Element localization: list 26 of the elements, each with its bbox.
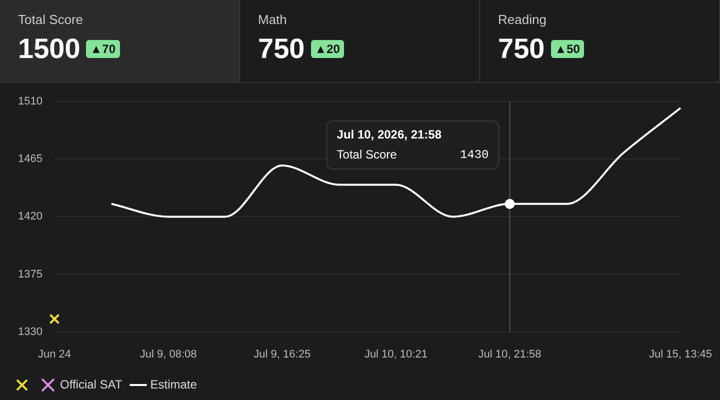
category-label: Total Score	[18, 12, 84, 27]
text: ▲20	[310, 40, 344, 58]
text: ▲50	[550, 40, 584, 58]
y-tick-label: 1465	[18, 153, 42, 166]
annotation: Jul 10, 2026, 21:58	[336, 127, 442, 142]
data-label: 750	[498, 33, 545, 65]
y-tick-label: 1375	[18, 268, 42, 280]
legend-label: Official SAT	[60, 377, 123, 392]
x-tick-label: Jul 10, 10:21	[364, 348, 428, 360]
data-label: 750	[258, 33, 305, 65]
annotation: 1430	[460, 148, 489, 162]
line-series	[110, 106, 682, 218]
x-tick-label: Jul 10, 21:58	[478, 348, 542, 360]
y-tick-label: 1330	[18, 326, 42, 338]
x-tick-label: Jul 9, 16:25	[254, 348, 311, 360]
annotation: Total Score	[336, 147, 398, 162]
data-label: 1500	[18, 33, 80, 65]
legend-label: Estimate	[150, 377, 198, 392]
y-tick-label: 1420	[18, 210, 42, 223]
text: ▲70	[86, 40, 120, 58]
y-tick-label: 1510	[18, 96, 42, 108]
x-tick-label: Jul 9, 08:08	[140, 348, 197, 360]
x-tick-label: Jul 15, 13:45	[649, 348, 712, 360]
category-label: Math	[258, 12, 288, 27]
category-label: Reading	[498, 12, 548, 27]
x-tick-label: Jun 24	[38, 348, 71, 360]
